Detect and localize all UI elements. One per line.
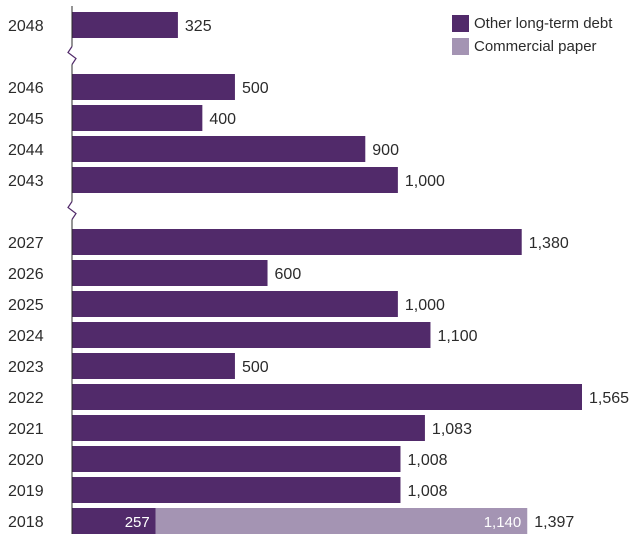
axis-break-mark [67, 46, 77, 65]
value-label-2024: 1,100 [437, 328, 477, 345]
value-label-2044: 900 [372, 142, 399, 159]
category-label-2022: 2022 [8, 390, 44, 407]
bar-other-long-term-debt-2048 [72, 12, 178, 38]
bar-other-long-term-debt-2026 [72, 260, 268, 286]
bar-other-long-term-debt-2027 [72, 229, 522, 255]
value-label-2021: 1,083 [432, 421, 472, 438]
bar-other-long-term-debt-2019 [72, 477, 401, 503]
value-label-2046: 500 [242, 80, 269, 97]
category-label-2023: 2023 [8, 359, 44, 376]
category-label-2048: 2048 [8, 18, 44, 35]
bar-other-long-term-debt-2018 [72, 508, 156, 534]
category-label-2026: 2026 [8, 266, 44, 283]
bar-other-long-term-debt-2045 [72, 105, 203, 131]
value-label-2048: 325 [185, 18, 212, 35]
axis-break-mark [67, 201, 77, 220]
category-label-2046: 2046 [8, 80, 44, 97]
category-label-2044: 2044 [8, 142, 44, 159]
bar-other-long-term-debt-2024 [72, 322, 431, 348]
value-label-2026: 600 [275, 266, 302, 283]
bar-other-long-term-debt-2021 [72, 415, 425, 441]
category-label-2024: 2024 [8, 328, 44, 345]
value-label-2019: 1,008 [407, 483, 447, 500]
category-label-2027: 2027 [8, 235, 44, 252]
category-label-2021: 2021 [8, 421, 44, 438]
category-label-2020: 2020 [8, 452, 44, 469]
category-label-2045: 2045 [8, 111, 44, 128]
legend: Other long-term debt Commercial paper [452, 12, 612, 58]
value-label-2027: 1,380 [529, 235, 569, 252]
legend-item-commercial-paper: Commercial paper [452, 35, 612, 58]
bar-other-long-term-debt-2022 [72, 384, 582, 410]
bar-other-long-term-debt-2043 [72, 167, 398, 193]
legend-label-commercial-paper: Commercial paper [474, 38, 597, 55]
segment-label-commercial-paper-2018: 1,140 [484, 514, 522, 531]
category-label-2018: 2018 [8, 514, 44, 531]
axis-layer [67, 6, 77, 534]
value-label-2023: 500 [242, 359, 269, 376]
value-label-2045: 400 [209, 111, 236, 128]
bar-other-long-term-debt-2044 [72, 136, 366, 162]
legend-swatch-commercial-paper [452, 38, 469, 55]
labels-layer: 2048 325 2046 500 2045 400 2044 900 2043 1,000 202… [8, 18, 629, 531]
value-label-2018: 1,397 [534, 514, 574, 531]
value-label-2043: 1,000 [405, 173, 445, 190]
segment-label-other-long-term-debt-2018: 257 [125, 514, 150, 531]
bar-other-long-term-debt-2023 [72, 353, 235, 379]
value-label-2025: 1,000 [405, 297, 445, 314]
bar-other-long-term-debt-2046 [72, 74, 235, 100]
bar-other-long-term-debt-2020 [72, 446, 401, 472]
bar-other-long-term-debt-2025 [72, 291, 398, 317]
legend-swatch-other-long-term-debt [452, 15, 469, 32]
category-label-2019: 2019 [8, 483, 44, 500]
category-label-2025: 2025 [8, 297, 44, 314]
category-label-2043: 2043 [8, 173, 44, 190]
bars-layer [72, 12, 582, 534]
value-label-2020: 1,008 [407, 452, 447, 469]
bar-commercial-paper-2018 [155, 508, 528, 534]
value-label-2022: 1,565 [589, 390, 629, 407]
legend-label-other-long-term-debt: Other long-term debt [474, 15, 613, 32]
legend-item-other-long-term-debt: Other long-term debt [452, 12, 612, 35]
